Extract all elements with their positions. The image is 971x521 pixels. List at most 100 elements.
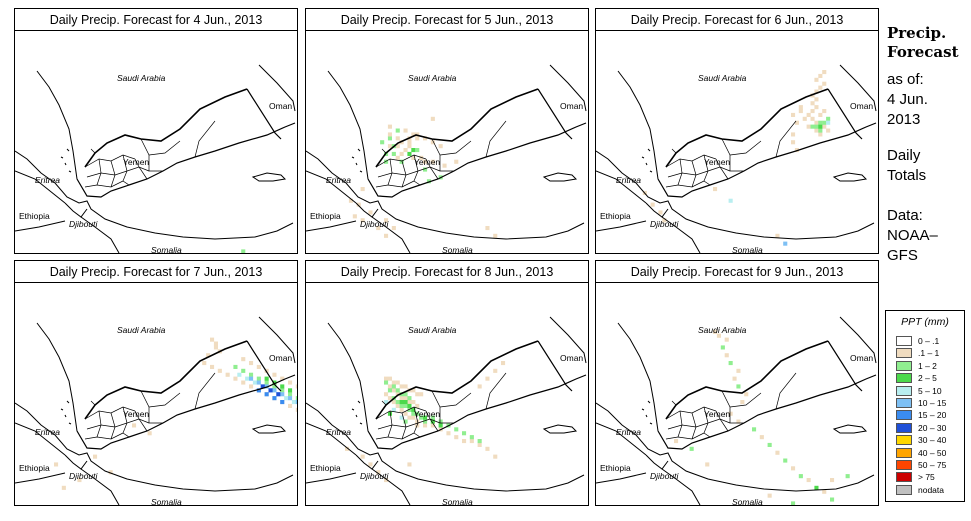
precip-cell bbox=[419, 155, 424, 160]
precip-cell bbox=[415, 148, 420, 153]
precip-cell bbox=[202, 361, 207, 366]
precip-cell bbox=[736, 384, 741, 389]
precip-cell bbox=[814, 120, 819, 125]
precip-cell bbox=[783, 241, 788, 246]
precip-cell bbox=[249, 376, 254, 381]
side-title: Precip. Forecast bbox=[887, 24, 959, 62]
precip-cell bbox=[256, 376, 261, 381]
precip-cell bbox=[744, 392, 749, 397]
label-ethiopia: Ethiopia bbox=[600, 211, 631, 221]
precip-cell bbox=[411, 155, 416, 160]
legend-item: 15 – 20 bbox=[896, 409, 960, 421]
label-saudi-arabia: Saudi Arabia bbox=[117, 73, 166, 83]
precip-cell bbox=[384, 400, 389, 405]
precip-cell bbox=[798, 109, 803, 114]
precip-cell bbox=[791, 132, 796, 137]
forecast-panel-4: Daily Precip. Forecast for 7 Jun., 2013 bbox=[14, 260, 298, 506]
label-yemen: Yemen bbox=[123, 157, 149, 167]
precip-cell bbox=[399, 403, 404, 408]
forecast-panel-2: Daily Precip. Forecast for 5 Jun., 2013 bbox=[305, 8, 589, 254]
precip-cell bbox=[295, 396, 297, 401]
precip-cell bbox=[399, 396, 404, 401]
precip-cell bbox=[403, 411, 408, 416]
precip-cell bbox=[403, 396, 408, 401]
forecast-panel-5: Daily Precip. Forecast for 8 Jun., 2013 bbox=[305, 260, 589, 506]
legend-item: 0 – .1 bbox=[896, 335, 960, 346]
precip-cell bbox=[403, 392, 408, 397]
precip-cell bbox=[399, 159, 404, 164]
precip-cell bbox=[391, 400, 396, 405]
precip-cell bbox=[256, 364, 261, 369]
legend-swatch bbox=[896, 373, 912, 384]
precip-cell bbox=[798, 474, 803, 479]
precip-cell bbox=[826, 116, 831, 121]
label-ethiopia: Ethiopia bbox=[600, 463, 631, 473]
label-oman: Oman bbox=[850, 353, 873, 363]
precip-cell bbox=[791, 501, 796, 505]
precip-cell bbox=[237, 372, 242, 377]
precip-cell bbox=[810, 109, 815, 114]
precip-cell bbox=[391, 407, 396, 412]
precip-cell bbox=[411, 388, 416, 393]
precip-cell bbox=[430, 415, 435, 420]
precip-cell bbox=[147, 431, 152, 436]
label-ethiopia: Ethiopia bbox=[19, 463, 50, 473]
precip-cell bbox=[438, 419, 443, 424]
legend-label: nodata bbox=[918, 484, 944, 495]
panel-title: Daily Precip. Forecast for 8 Jun., 2013 bbox=[305, 260, 589, 284]
label-oman: Oman bbox=[560, 353, 583, 363]
precip-cell bbox=[430, 159, 435, 164]
label-djibouti: Djibouti bbox=[360, 471, 389, 481]
precip-cell bbox=[430, 419, 435, 424]
label-eritrea: Eritrea bbox=[35, 175, 60, 185]
precip-cell bbox=[423, 423, 428, 428]
precip-cell bbox=[822, 120, 827, 125]
precip-cell bbox=[767, 442, 772, 447]
precip-cell bbox=[291, 400, 296, 405]
precip-cell bbox=[93, 454, 98, 459]
forecast-map: Saudi Arabia Oman Yemen Eritrea Ethiopia… bbox=[305, 30, 589, 254]
precip-cell bbox=[384, 380, 389, 385]
precip-cell bbox=[430, 140, 435, 145]
label-saudi-arabia: Saudi Arabia bbox=[408, 73, 457, 83]
precip-cell bbox=[249, 384, 254, 389]
precip-cell bbox=[716, 333, 721, 338]
precip-cell bbox=[280, 376, 285, 381]
precip-cell bbox=[469, 439, 474, 444]
legend-item: nodata bbox=[896, 484, 960, 495]
precip-cell bbox=[814, 124, 819, 129]
precip-cell bbox=[818, 124, 823, 129]
precip-cell bbox=[442, 163, 447, 168]
africa-coast bbox=[15, 150, 294, 240]
data-source-text: Data: NOAA– GFS bbox=[887, 206, 938, 266]
precip-cell bbox=[814, 97, 819, 102]
precip-cell bbox=[430, 116, 435, 121]
precip-cell bbox=[380, 140, 385, 145]
precip-cell bbox=[485, 446, 490, 451]
precip-cell bbox=[845, 474, 850, 479]
precip-cell bbox=[356, 202, 361, 207]
precip-cell bbox=[252, 380, 257, 385]
precip-cell bbox=[391, 388, 396, 393]
precip-cell bbox=[713, 187, 718, 192]
legend-item: 20 – 30 bbox=[896, 422, 960, 433]
label-ethiopia: Ethiopia bbox=[310, 211, 341, 221]
precip-cell bbox=[767, 493, 772, 498]
precip-cell bbox=[798, 105, 803, 110]
oman-border bbox=[537, 88, 573, 140]
precip-cell bbox=[407, 403, 412, 408]
oman-border bbox=[246, 88, 282, 140]
precip-cell bbox=[818, 128, 823, 133]
precip-cell bbox=[822, 70, 827, 75]
africa-coast bbox=[596, 150, 875, 240]
precip-cell bbox=[426, 179, 431, 184]
precip-cell bbox=[818, 85, 823, 90]
precip-cell bbox=[407, 400, 412, 405]
totals-line1: Daily bbox=[887, 147, 921, 164]
precip-cell bbox=[395, 388, 400, 393]
label-yemen: Yemen bbox=[704, 157, 730, 167]
data-line1: Data: bbox=[887, 207, 923, 224]
precip-cell bbox=[399, 384, 404, 389]
precip-cell bbox=[759, 435, 764, 440]
label-somalia: Somalia bbox=[442, 497, 473, 505]
